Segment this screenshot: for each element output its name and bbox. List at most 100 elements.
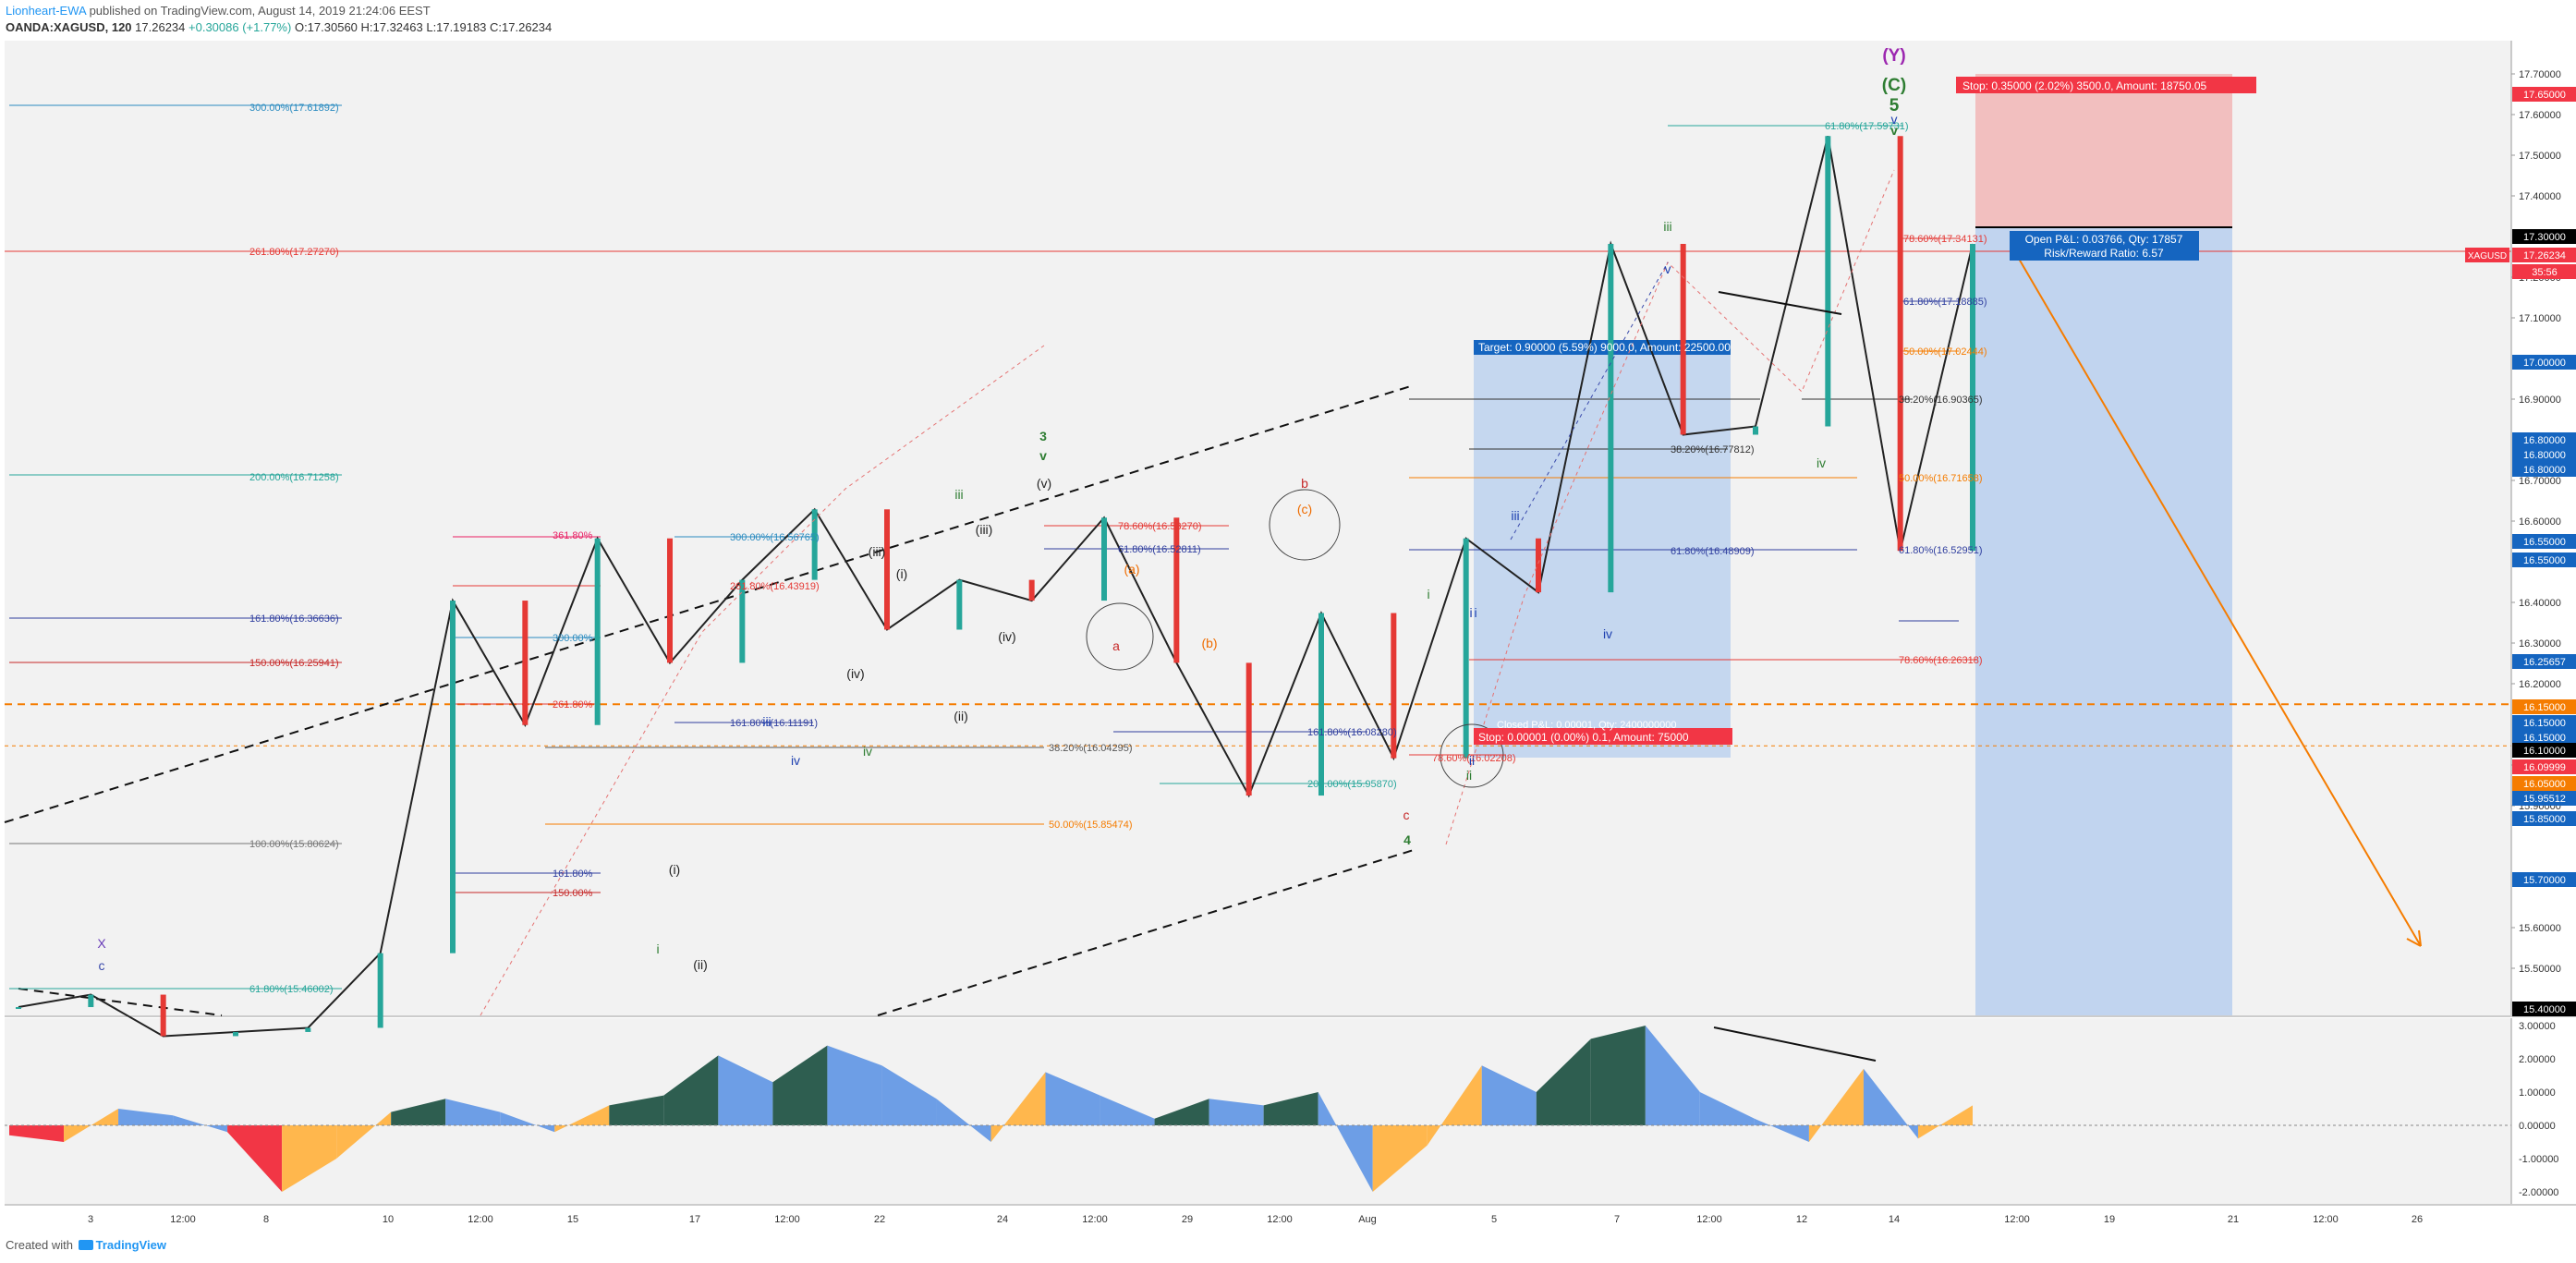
- price-tag: 15.85000: [2523, 814, 2566, 825]
- price-tag: 16.80000: [2523, 465, 2566, 476]
- price-candle: [1173, 517, 1180, 663]
- oscillator-area: [936, 1099, 991, 1142]
- oscillator-area: [663, 1055, 719, 1125]
- price-candle: [594, 538, 601, 725]
- price-tag: 15.70000: [2523, 875, 2566, 886]
- time-axis-label: 3: [88, 1214, 93, 1225]
- wave-label: (a): [1124, 562, 1139, 577]
- last-price: 17.26234: [135, 20, 186, 34]
- price-candle: [160, 994, 166, 1037]
- price-tag-bg: [2512, 432, 2576, 447]
- fib-label: 161.80%(16.36636): [249, 613, 339, 625]
- oscillator-area: [1754, 1118, 1809, 1142]
- price-candle: [1970, 243, 1975, 552]
- oscillator-area: [827, 1045, 882, 1125]
- time-axis-label: 29: [1182, 1214, 1193, 1225]
- price-candle: [739, 579, 746, 663]
- fib-label: 161.80%(16.11191): [730, 718, 818, 729]
- oscillator-area: [64, 1109, 119, 1142]
- time-axis-label: 5: [1491, 1214, 1497, 1225]
- price-tag-bg: [2512, 715, 2576, 730]
- fib-label: 78.60%(16.02208): [1432, 753, 1516, 764]
- price-tag: 16.25657: [2523, 657, 2566, 668]
- price-tag: 16.15000: [2523, 733, 2566, 744]
- price-axis: [2511, 41, 2576, 1015]
- price-tag-bg: [2512, 791, 2576, 806]
- channel-line-upper: [4, 384, 1415, 823]
- oscillator-area: [1699, 1092, 1755, 1125]
- price-candle: [522, 601, 529, 725]
- price-tag: 17.65000: [2523, 90, 2566, 101]
- price-tag: 15.40000: [2523, 1004, 2566, 1015]
- fib-label: 161.80%(16.08280): [1307, 727, 1397, 738]
- fib-label: 300.00%(17.61892): [249, 103, 339, 114]
- price-candle: [1318, 613, 1324, 796]
- fib-label: 50.00%(17.02444): [1903, 346, 1987, 358]
- wave-label: (v): [1037, 476, 1051, 491]
- ohlc-values: O:17.30560 H:17.32463 L:17.19183 C:17.26…: [294, 20, 553, 34]
- fib-label: 78.60%(17.34131): [1903, 234, 1987, 245]
- fib-label: 200.00%(15.95870): [1307, 779, 1397, 790]
- open-pl-bg: [2010, 231, 2199, 261]
- price-tag: 17.00000: [2523, 358, 2566, 369]
- price-tag-bg: [2512, 553, 2576, 567]
- symbol-label[interactable]: OANDA:XAGUSD, 120: [6, 20, 132, 34]
- time-axis-label: 17: [689, 1214, 700, 1225]
- wave-label: (ii): [693, 957, 708, 972]
- fib-label: 61.80%(15.46002): [249, 984, 334, 995]
- oscillator-area: [1645, 1026, 1700, 1125]
- price-candle: [16, 1007, 21, 1010]
- price-axis-label: 16.70000: [2519, 476, 2561, 487]
- chart-canvas[interactable]: 300.00%(17.61892) 261.80%(17.27270) 200.00…: [0, 41, 2576, 1234]
- fib-label: 150.00%(16.25941): [249, 658, 339, 669]
- oscillator-area: [173, 1115, 228, 1133]
- oscillator-area: [772, 1045, 828, 1125]
- wave-label: i: [1427, 587, 1429, 601]
- time-axis-label: 14: [1889, 1214, 1900, 1225]
- price-axis-label: 16.90000: [2519, 395, 2561, 406]
- price-candle: [377, 953, 383, 1028]
- time-axis-label: Aug: [1358, 1214, 1377, 1225]
- author-link[interactable]: Lionheart-EWA: [6, 4, 86, 18]
- price-tag-bg: [2512, 264, 2576, 279]
- price-axis-label: 17.50000: [2519, 151, 2561, 162]
- wave-label: 5: [1889, 96, 1900, 115]
- price-tag-bg: [2512, 229, 2576, 244]
- price-tag-bg: [2512, 743, 2576, 758]
- fib-label: 261.80%(17.27270): [249, 247, 339, 258]
- price-tag-bg: [2512, 699, 2576, 714]
- wave-label: ii: [1469, 753, 1475, 768]
- oscillator-area: [445, 1099, 501, 1125]
- price-tag-bg: [2512, 654, 2576, 669]
- price-axis-label: 15.60000: [2519, 923, 2561, 934]
- price-tag: 16.10000: [2523, 746, 2566, 757]
- price-candle: [1536, 538, 1541, 593]
- price-tag: 16.15000: [2523, 702, 2566, 713]
- fib-label: 150.00%: [553, 888, 593, 899]
- time-axis-label: 12:00: [1267, 1214, 1293, 1225]
- price-candle: [884, 509, 890, 630]
- tradingview-brand[interactable]: TradingView: [95, 1238, 166, 1252]
- wave-label: iii: [1663, 219, 1671, 234]
- oscillator-area: [881, 1065, 937, 1125]
- projection-arrow-line: [2018, 258, 2422, 947]
- price-tag-bg: [2512, 1002, 2576, 1016]
- price-candle: [1463, 538, 1469, 759]
- wave-circle: [1269, 489, 1341, 561]
- price-tag: 15.95512: [2523, 794, 2566, 805]
- fib-label: 78.60%(16.26318): [1899, 655, 1983, 666]
- tradingview-logo-icon: [78, 1240, 93, 1250]
- price-candle: [1028, 579, 1035, 601]
- price-tag-bg: [2512, 355, 2576, 370]
- created-with-text: Created with: [6, 1238, 73, 1252]
- wave-label: i: [1474, 605, 1476, 620]
- fib-label: 61.80%(16.48909): [1671, 546, 1755, 557]
- risk-reward-label: Risk/Reward Ratio: 6.57: [2044, 247, 2164, 260]
- fib-label: 200.00%(16.71258): [249, 472, 339, 483]
- price-axis-label: 16.20000: [2519, 679, 2561, 690]
- oscillator-area: [990, 1072, 1046, 1142]
- price-axis-label: 17.40000: [2519, 191, 2561, 202]
- price-tag: 16.55000: [2523, 555, 2566, 566]
- publish-info: Lionheart-EWA published on TradingView.c…: [6, 4, 431, 18]
- wave-label: v: [1891, 112, 1898, 127]
